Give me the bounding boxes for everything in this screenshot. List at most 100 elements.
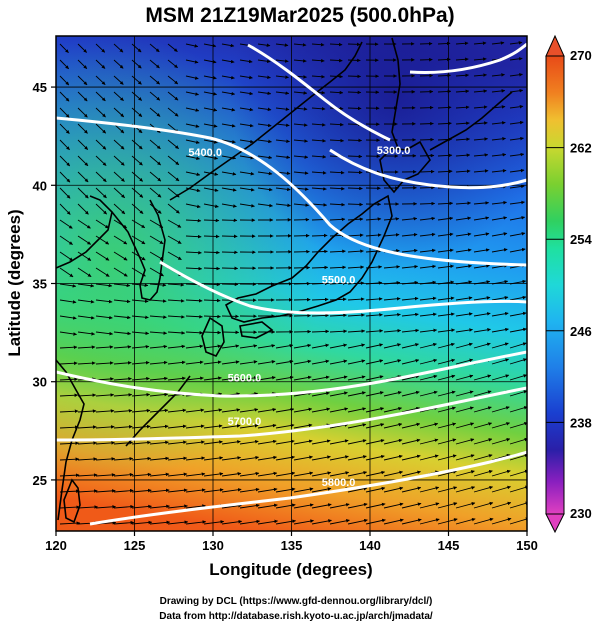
wind-arrow (347, 281, 365, 285)
wind-arrow (311, 487, 332, 493)
wind-arrow (149, 139, 161, 150)
wind-arrow (167, 408, 187, 413)
wind-arrow (239, 139, 254, 144)
wind-arrow (419, 502, 440, 509)
wind-arrow (59, 251, 74, 262)
wind-arrow (203, 360, 222, 365)
wind-arrow (509, 72, 523, 77)
wind-arrow (365, 233, 382, 237)
wind-arrow (203, 408, 223, 413)
wind-arrow (437, 502, 458, 509)
wind-arrow (383, 502, 404, 509)
wind-arrow (473, 121, 488, 125)
wind-arrow (311, 391, 330, 397)
wind-arrow (437, 201, 454, 206)
wind-arrow (257, 123, 272, 128)
wind-arrow (203, 234, 220, 239)
wind-arrow (167, 504, 188, 509)
wind-arrow (95, 473, 116, 477)
wind-arrow (455, 390, 474, 397)
wind-arrow (113, 235, 128, 245)
wind-arrow (329, 42, 343, 47)
wind-arrow (419, 518, 440, 525)
contour-5600 (56, 350, 527, 398)
wind-arrow (239, 455, 260, 461)
wind-arrow (149, 203, 162, 214)
wind-arrow (239, 439, 259, 445)
wind-arrow (257, 155, 273, 160)
wind-arrow (365, 249, 382, 253)
wind-arrow (383, 312, 401, 317)
wind-arrow (221, 472, 242, 477)
wind-arrow (491, 358, 509, 365)
wind-arrow (401, 518, 422, 525)
colorbar-tick-label: 238 (570, 415, 592, 430)
wind-arrow (167, 171, 180, 182)
wind-arrow (419, 390, 438, 397)
wind-arrow (221, 155, 237, 160)
wind-arrow (239, 423, 259, 429)
wind-arrow (167, 235, 182, 244)
wind-arrow (365, 359, 384, 365)
wind-arrow (77, 315, 95, 320)
wind-arrow (185, 234, 202, 239)
wind-arrow (311, 439, 331, 445)
wind-arrow (257, 503, 278, 509)
wind-arrow (77, 75, 88, 86)
wind-arrow (275, 503, 296, 509)
wind-arrow (221, 503, 242, 509)
wind-arrow (203, 75, 217, 80)
wind-arrow (491, 422, 510, 429)
coastline-sakhalin (391, 37, 401, 149)
wind-arrow (329, 391, 348, 397)
wind-arrow (509, 216, 526, 221)
coastline-hokkaido (379, 140, 431, 194)
wind-arrow (455, 406, 474, 413)
wind-arrow (239, 107, 254, 112)
wind-arrow (311, 375, 330, 381)
wind-arrow (77, 457, 98, 461)
wind-arrow (203, 139, 218, 144)
wind-arrow (257, 139, 272, 144)
wind-arrow (401, 422, 421, 429)
wind-arrow (347, 106, 362, 111)
wind-arrow (329, 313, 347, 318)
wind-arrow (185, 488, 206, 493)
wind-arrow (473, 232, 490, 237)
wind-arrow (329, 265, 347, 270)
wind-arrow (185, 218, 202, 223)
wind-arrow (329, 249, 346, 254)
wind-arrow (257, 407, 277, 413)
wind-arrow (329, 375, 348, 381)
wind-arrow (275, 187, 291, 192)
wind-arrow (347, 518, 368, 525)
wind-arrow (437, 169, 453, 174)
wind-arrow (95, 505, 116, 509)
wind-arrow (131, 203, 144, 215)
x-tick-label: 150 (516, 538, 538, 553)
wind-arrow (437, 296, 455, 301)
wind-arrow (347, 313, 365, 317)
wind-arrow (95, 91, 106, 102)
wind-arrow (275, 43, 289, 47)
wind-arrow (59, 139, 70, 151)
wind-arrow (383, 518, 404, 525)
wind-arrow (59, 409, 79, 414)
coastline-kuril (429, 91, 513, 151)
wind-arrow (221, 203, 237, 208)
wind-arrow (473, 264, 490, 269)
wind-arrow (293, 155, 309, 159)
wind-arrow (275, 407, 295, 413)
wind-arrow (347, 90, 362, 95)
wind-arrow (59, 345, 78, 350)
wind-arrow (473, 137, 488, 141)
wind-arrow (59, 171, 71, 183)
wind-arrow (59, 505, 80, 509)
wind-arrow (149, 315, 167, 319)
colorbar-ticks: 230 238 246 254 262 270 (546, 48, 592, 521)
wind-arrow (437, 105, 452, 110)
wind-arrow (167, 139, 179, 149)
wind-arrow (203, 187, 219, 192)
wind-arrow (329, 455, 349, 461)
wind-arrow (95, 283, 113, 288)
